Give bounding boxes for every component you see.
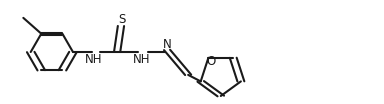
Text: NH: NH <box>133 53 151 66</box>
Text: O: O <box>207 55 216 68</box>
Text: NH: NH <box>85 53 103 66</box>
Text: S: S <box>118 13 126 26</box>
Text: N: N <box>163 38 171 51</box>
